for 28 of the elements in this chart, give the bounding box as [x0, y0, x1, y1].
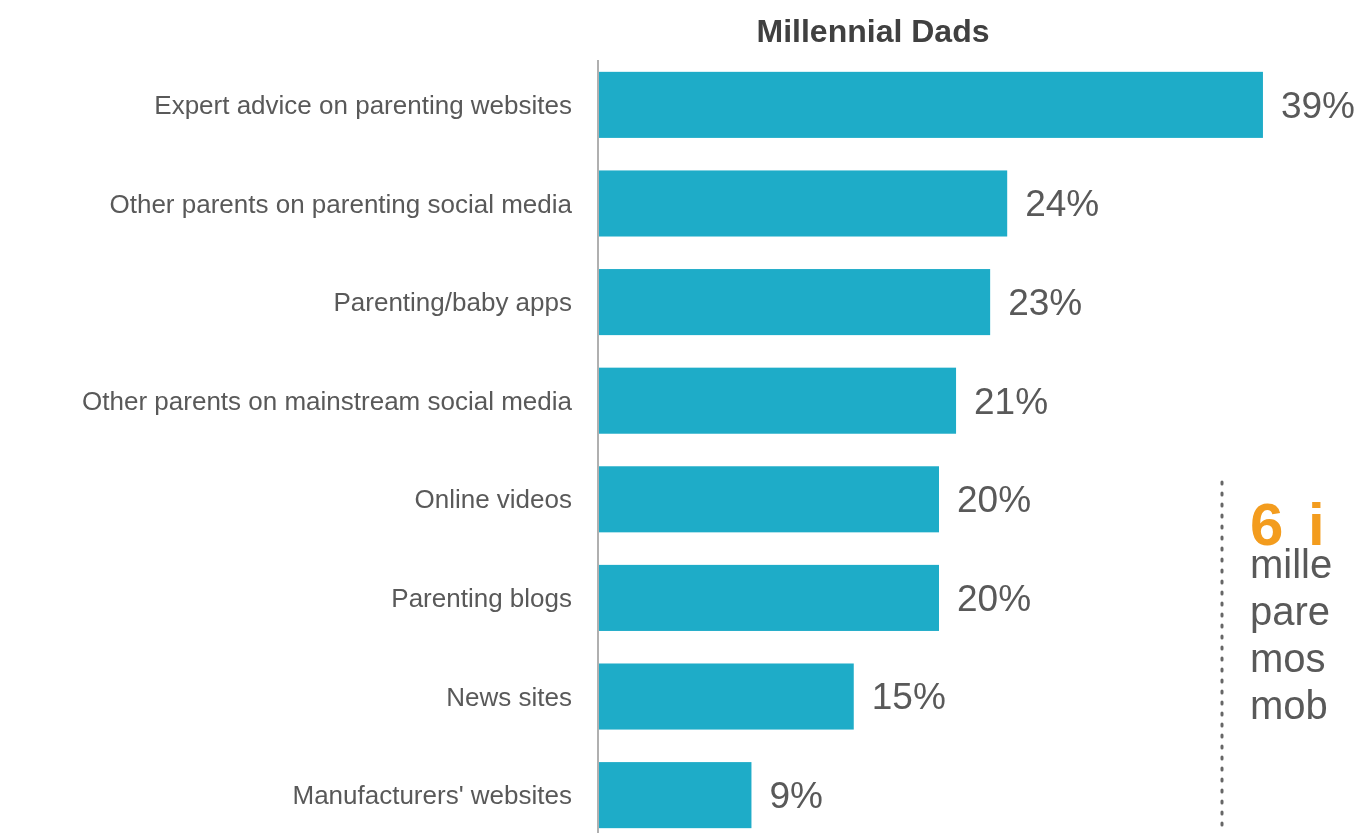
annotation: mos	[1250, 636, 1326, 680]
annotation: pare	[1250, 589, 1331, 633]
bar	[598, 71, 1263, 138]
data-label: 24%	[1025, 183, 1100, 225]
data-label: 20%	[957, 479, 1032, 521]
data-label: 9%	[769, 775, 823, 817]
data-label: 15%	[871, 676, 946, 718]
y-tick-label: Manufacturers' websites	[292, 780, 572, 811]
bar	[598, 170, 1008, 237]
y-tick-label: Expert advice on parenting websites	[154, 89, 572, 120]
bar	[598, 466, 939, 533]
y-tick-label: Other parents on mainstream social media	[82, 385, 573, 416]
y-tick-label: Other parents on parenting social media	[109, 188, 573, 219]
bar	[598, 269, 991, 336]
data-label: 23%	[1008, 282, 1083, 324]
y-tick-label: Parenting/baby apps	[333, 287, 572, 318]
annotation: mob	[1250, 683, 1328, 727]
data-label: 39%	[1280, 84, 1356, 126]
bar	[598, 762, 752, 829]
bar	[598, 564, 939, 631]
chart-title: Millennial Dads	[756, 13, 990, 49]
y-tick-label: Parenting blogs	[391, 583, 572, 614]
data-label: 20%	[957, 577, 1032, 619]
data-label: 21%	[974, 380, 1049, 422]
y-tick-label: News sites	[446, 681, 572, 712]
y-tick-label: Online videos	[414, 484, 572, 515]
bar	[598, 663, 854, 730]
bar	[598, 367, 957, 434]
